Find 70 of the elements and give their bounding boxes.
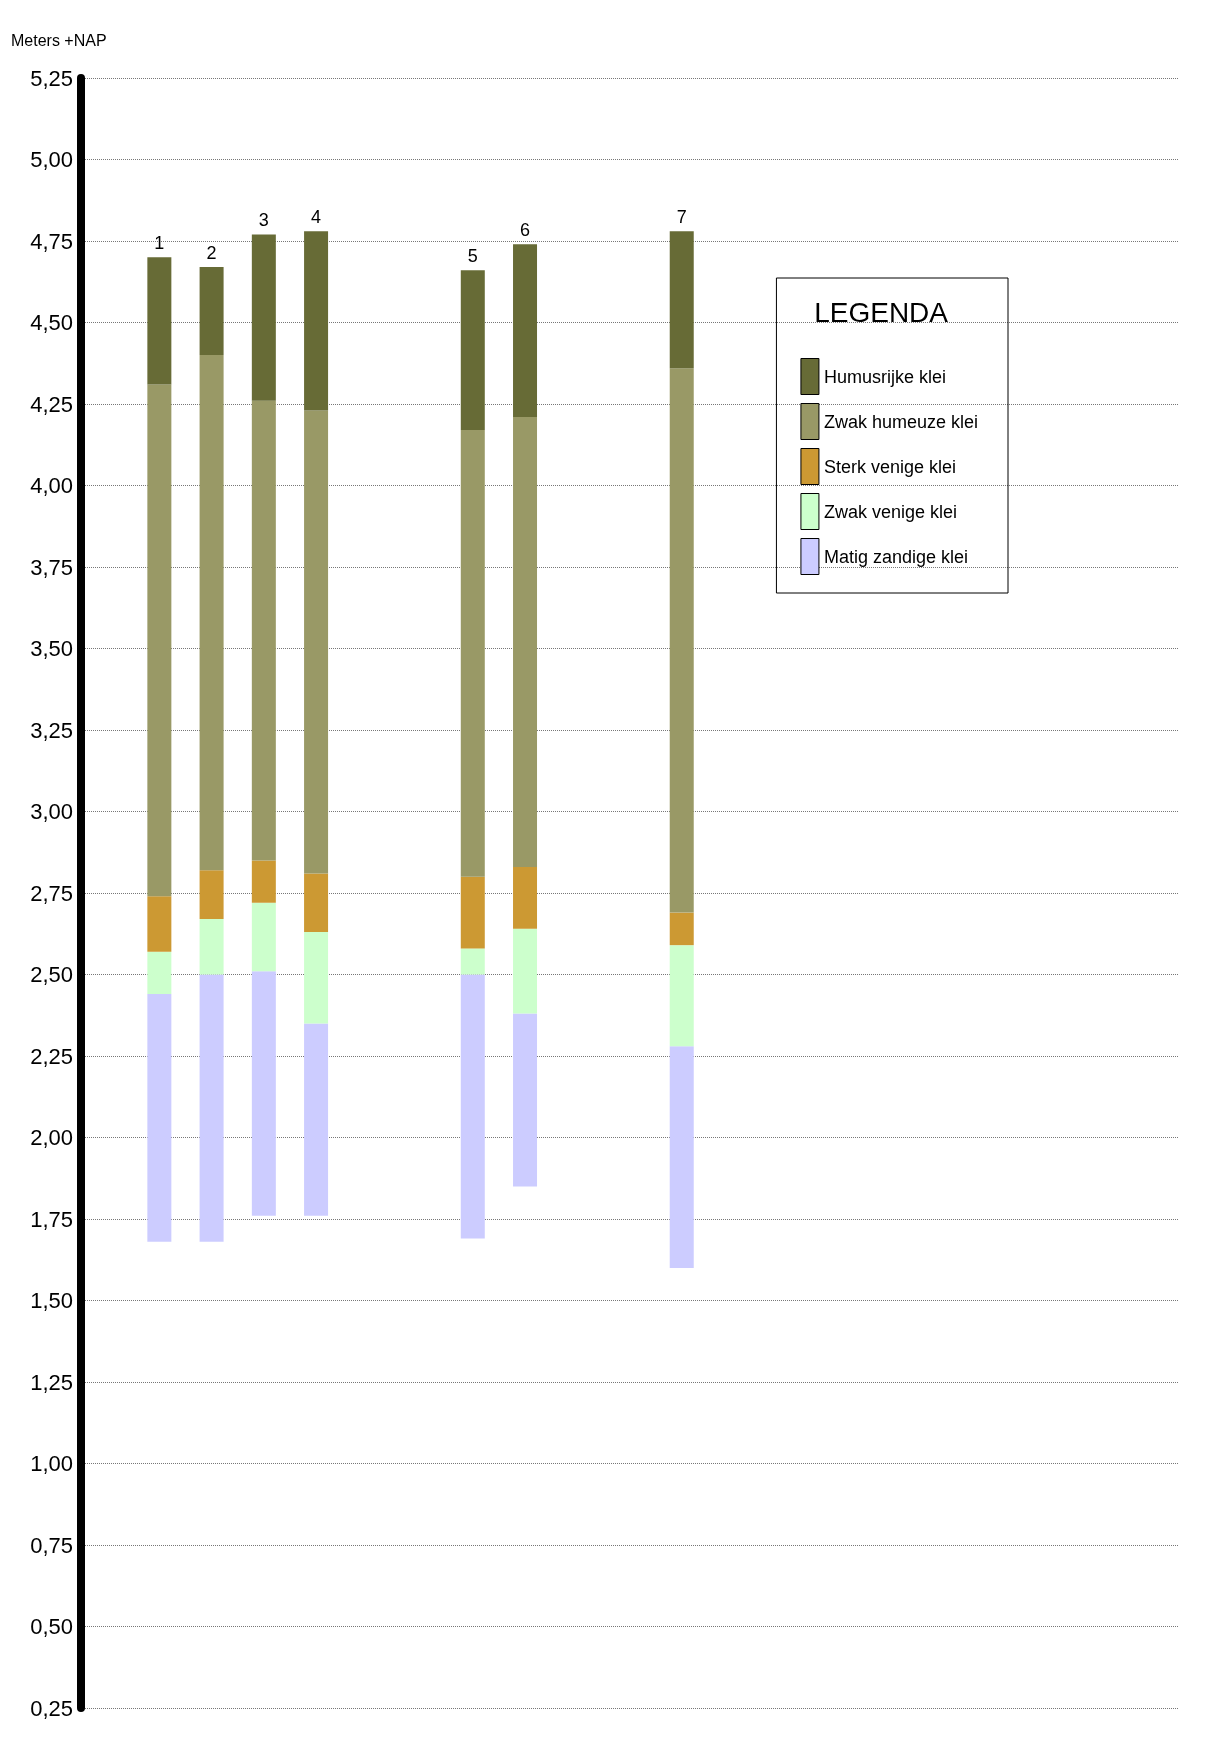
y-tick-label: 2,50 — [30, 962, 73, 987]
bar — [147, 994, 172, 1242]
bar — [513, 417, 538, 867]
bar — [513, 1013, 538, 1187]
bar — [251, 860, 276, 903]
x-tick-label: 1 — [154, 233, 165, 254]
bar — [147, 384, 172, 897]
y-tick-label: 2,00 — [30, 1125, 73, 1150]
y-tick-label: 0,25 — [30, 1695, 73, 1721]
y-tick-label: 5,25 — [30, 65, 73, 91]
bar — [251, 234, 276, 401]
x-tick-label: 7 — [676, 207, 687, 228]
legend-label: Matig zandige klei — [823, 546, 969, 567]
bar — [460, 430, 485, 877]
bar — [199, 870, 224, 920]
y-tick-label: 0,75 — [30, 1532, 73, 1558]
x-tick-label: 5 — [467, 246, 478, 267]
bar — [304, 231, 329, 411]
x-tick-label: 4 — [311, 207, 322, 228]
bar — [199, 355, 224, 871]
bar — [251, 400, 276, 861]
y-tick-label: 3,75 — [30, 554, 73, 580]
bar — [669, 1046, 694, 1268]
y-tick-label: 4,75 — [30, 228, 73, 254]
y-tick-label: 3,00 — [30, 799, 73, 824]
legend-label: Sterk venige klei — [823, 456, 957, 477]
bar — [199, 974, 224, 1242]
bar — [460, 270, 485, 431]
bar — [251, 902, 276, 972]
y-tick-label: 4,25 — [30, 391, 73, 417]
legend-title: LEGENDA — [814, 296, 949, 328]
bar — [669, 231, 694, 369]
y-tick-label: 1,25 — [30, 1369, 73, 1395]
y-tick-label: 4,50 — [30, 310, 73, 335]
bar — [304, 932, 329, 1024]
bar — [669, 945, 694, 1047]
bar — [304, 1023, 329, 1216]
y-tick-label: 0,50 — [30, 1614, 73, 1639]
bar — [304, 410, 329, 874]
bar — [251, 971, 276, 1216]
bar — [199, 267, 224, 356]
legend-label: Humusrijke klei — [823, 366, 946, 387]
bar — [669, 912, 694, 946]
x-tick-label: 6 — [520, 220, 531, 241]
bar — [460, 974, 485, 1239]
y-tick-label: 5,00 — [30, 147, 73, 172]
bar — [147, 896, 172, 952]
bar — [304, 873, 329, 933]
y-axis-title: Meters +NAP — [11, 31, 107, 49]
bar — [199, 919, 224, 975]
legend-label: Zwak venige klei — [823, 501, 957, 522]
y-tick-label: 1,75 — [30, 1206, 73, 1232]
y-tick-label: 1,50 — [30, 1288, 73, 1313]
y-tick-label: 1,00 — [30, 1451, 73, 1476]
bar — [460, 876, 485, 949]
bar — [513, 866, 538, 929]
legend-label: Zwak humeuze klei — [823, 411, 979, 432]
bar — [513, 928, 538, 1014]
bar — [147, 257, 172, 385]
bar — [513, 244, 538, 418]
y-tick-label: 2,75 — [30, 880, 73, 906]
y-tick-label: 3,50 — [30, 636, 73, 661]
y-tick-label: 2,25 — [30, 1043, 73, 1069]
x-tick-label: 3 — [258, 210, 269, 231]
x-tick-label: 2 — [206, 243, 217, 264]
bar — [460, 948, 485, 975]
bar — [669, 368, 694, 913]
y-tick-label: 3,25 — [30, 717, 73, 743]
bar — [147, 951, 172, 995]
y-tick-label: 4,00 — [30, 473, 73, 498]
